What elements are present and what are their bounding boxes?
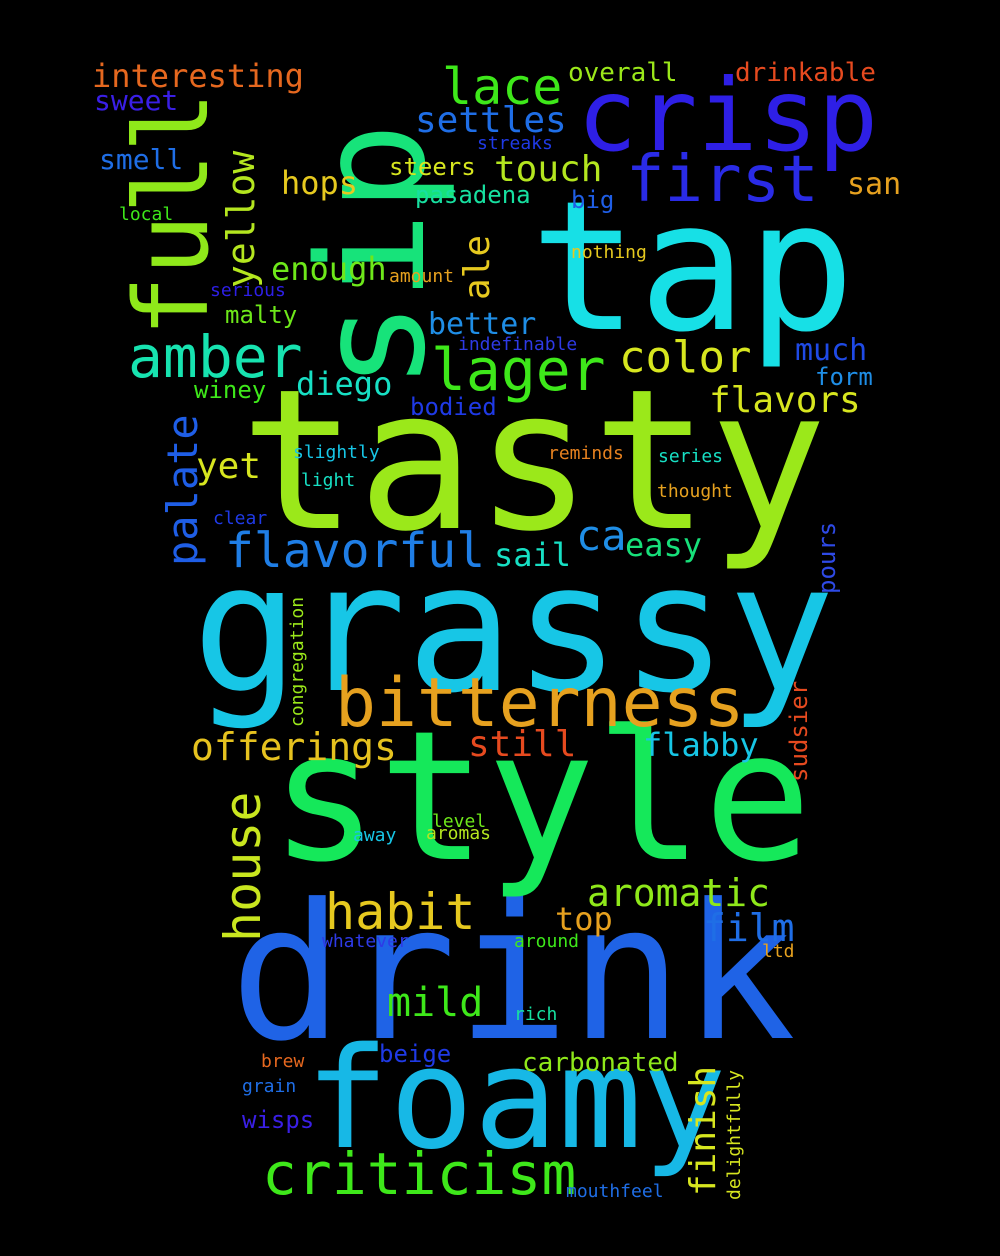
word-amount: amount bbox=[389, 266, 455, 287]
word-foamy: foamy bbox=[305, 1018, 727, 1181]
word-yellow: yellow bbox=[219, 150, 263, 288]
word-brew: brew bbox=[261, 1051, 305, 1072]
word-still: still bbox=[468, 724, 577, 765]
word-hops: hops bbox=[281, 164, 359, 202]
word-palate: palate bbox=[158, 414, 207, 566]
word-bitterness: bitterness bbox=[335, 664, 745, 743]
word-smell: smell bbox=[99, 143, 184, 176]
word-local: local bbox=[119, 204, 174, 225]
word-steers: steers bbox=[389, 153, 476, 181]
word-grain: grain bbox=[242, 1076, 297, 1097]
word-easy: easy bbox=[625, 526, 703, 564]
word-beige: beige bbox=[379, 1040, 452, 1068]
word-drinkable: drinkable bbox=[735, 58, 876, 88]
word-grassy: grassy bbox=[192, 525, 835, 732]
word-lace: lace bbox=[442, 58, 563, 116]
word-lager: lager bbox=[431, 336, 606, 404]
word-house: house bbox=[214, 791, 272, 942]
word-nothing: nothing bbox=[571, 242, 647, 263]
word-touch: touch bbox=[494, 149, 603, 190]
word-away: away bbox=[353, 825, 397, 846]
word-series: series bbox=[658, 446, 724, 467]
word-diego: diego bbox=[296, 365, 393, 403]
word-pasadena: pasadena bbox=[415, 181, 531, 209]
word-interesting: interesting bbox=[92, 57, 304, 95]
word-indefinable: indefinable bbox=[458, 334, 578, 355]
word-flavors: flavors bbox=[709, 380, 861, 421]
word-criticism: criticism bbox=[262, 1140, 577, 1208]
word-finish: finish bbox=[683, 1065, 724, 1196]
word-level: level bbox=[432, 811, 487, 832]
word-form: form bbox=[815, 363, 873, 391]
word-top: top bbox=[555, 900, 613, 938]
word-color: color bbox=[619, 332, 752, 383]
word-drink: drink bbox=[230, 864, 796, 1083]
word-mouthfeel: mouthfeel bbox=[566, 1181, 664, 1202]
word-tasty: tasty bbox=[240, 347, 827, 574]
word-flavorful: flavorful bbox=[225, 523, 486, 579]
word-overall: overall bbox=[568, 58, 678, 88]
word-first: first bbox=[626, 143, 819, 217]
word-winey: winey bbox=[194, 376, 267, 404]
word-pours: pours bbox=[813, 521, 841, 594]
word-settles: settles bbox=[415, 100, 567, 141]
word-malty: malty bbox=[225, 301, 298, 329]
word-ca: ca bbox=[576, 511, 627, 560]
word-reminds: reminds bbox=[548, 443, 624, 464]
word-congregation: congregation bbox=[287, 596, 308, 727]
word-ltd: ltd bbox=[762, 941, 795, 962]
word-enough: enough bbox=[271, 250, 387, 288]
word-style: style bbox=[270, 693, 812, 902]
word-crisp: crisp bbox=[577, 57, 879, 174]
word-streaks: streaks bbox=[477, 133, 553, 154]
word-offerings: offerings bbox=[191, 725, 397, 769]
word-ale: ale bbox=[457, 234, 498, 300]
word-much: much bbox=[795, 333, 868, 368]
word-tap: tap bbox=[530, 163, 856, 372]
word-bodied: bodied bbox=[410, 393, 497, 421]
word-sudsier: sudsier bbox=[785, 680, 813, 782]
word-clear: clear bbox=[213, 508, 268, 529]
word-serious: serious bbox=[210, 280, 286, 301]
word-yet: yet bbox=[196, 446, 262, 487]
word-light: light bbox=[301, 470, 356, 491]
word-amber: amber bbox=[128, 323, 303, 391]
word-habit: habit bbox=[325, 883, 476, 941]
word-delightfully: delightfully bbox=[724, 1069, 745, 1200]
word-mild: mild bbox=[387, 980, 484, 1026]
word-wisps: wisps bbox=[242, 1106, 315, 1134]
word-film: film bbox=[703, 906, 795, 950]
word-sweet: sweet bbox=[94, 84, 179, 117]
word-around: around bbox=[514, 931, 580, 952]
word-whatever: whatever bbox=[322, 931, 409, 952]
word-sail: sail bbox=[494, 536, 572, 574]
word-big: big bbox=[571, 186, 615, 214]
word-carbonated: carbonated bbox=[522, 1048, 679, 1078]
word-aromatic: aromatic bbox=[587, 871, 771, 915]
word-san: san bbox=[847, 167, 902, 202]
word-rich: rich bbox=[514, 1004, 558, 1025]
word-better: better bbox=[428, 307, 537, 342]
word-flabby: flabby bbox=[643, 726, 759, 764]
word-aromas: aromas bbox=[426, 823, 492, 844]
word-slightly: slightly bbox=[293, 442, 380, 463]
word-thought: thought bbox=[657, 481, 733, 502]
